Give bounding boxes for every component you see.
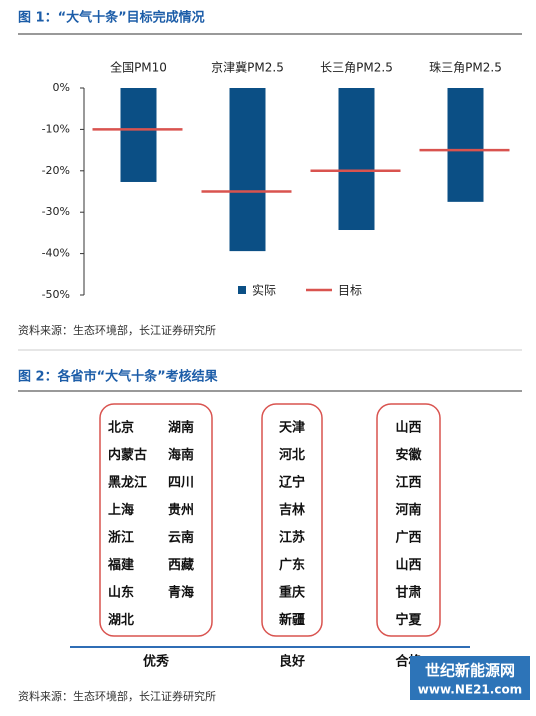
province: 贵州	[168, 502, 194, 518]
category-label: 珠三角PM2.5	[429, 61, 502, 75]
group-label: 优秀	[143, 654, 170, 670]
legend-swatch	[238, 286, 246, 294]
y-tick-label: -40%	[42, 247, 70, 260]
province: 江苏	[279, 530, 305, 546]
bar	[120, 88, 157, 182]
province: 河南	[395, 502, 421, 518]
category-label: 全国PM10	[110, 60, 167, 75]
group-box	[99, 403, 213, 637]
group-box	[261, 403, 323, 637]
province: 广西	[395, 530, 421, 546]
watermark-box	[410, 656, 530, 700]
province: 青海	[168, 585, 194, 601]
province: 西藏	[168, 557, 194, 573]
category-label: 长三角PM2.5	[320, 61, 393, 75]
group-label: 良好	[279, 654, 305, 670]
province: 内蒙古	[108, 447, 147, 463]
province: 辽宁	[279, 475, 305, 491]
province: 广东	[279, 557, 305, 573]
figure-title: 图 2：各省市“大气十条”考核结果	[18, 369, 218, 385]
bar	[338, 88, 375, 231]
province: 湖北	[108, 613, 134, 628]
province: 福建	[107, 557, 134, 573]
y-tick-label: -50%	[42, 288, 70, 301]
bar	[447, 88, 484, 202]
legend-label: 目标	[338, 284, 362, 298]
province: 山西	[395, 420, 421, 436]
y-tick-label: 0%	[53, 81, 70, 94]
province: 北京	[108, 420, 134, 436]
province: 新疆	[279, 612, 305, 628]
province: 湖南	[168, 420, 194, 436]
province: 上海	[108, 502, 134, 518]
y-tick-label: -30%	[42, 205, 70, 218]
province: 海南	[168, 447, 194, 463]
province: 吉林	[279, 502, 305, 518]
category-label: 京津冀PM2.5	[211, 61, 284, 75]
y-tick-label: -10%	[42, 122, 70, 135]
province: 山西	[395, 557, 421, 573]
province: 四川	[168, 476, 194, 491]
province: 山东	[108, 585, 134, 601]
province: 浙江	[108, 530, 134, 546]
legend-label: 实际	[252, 283, 276, 298]
province: 宁夏	[395, 612, 422, 628]
source: 资料来源：生态环境部，长江证券研究所	[18, 689, 216, 703]
province: 河北	[279, 447, 305, 463]
province: 甘肃	[395, 585, 421, 601]
province: 天津	[279, 420, 305, 436]
figure-title: 图 1：“大气十条”目标完成情况	[18, 10, 205, 26]
province: 江西	[395, 475, 421, 491]
province: 黑龙江	[108, 475, 147, 491]
y-tick-label: -20%	[42, 164, 70, 177]
watermark-url: www.NE21.com	[418, 683, 522, 697]
group-box	[376, 403, 441, 637]
province: 重庆	[279, 585, 305, 601]
watermark: 世纪新能源网	[425, 662, 515, 680]
bar	[229, 88, 266, 252]
source: 资料来源：生态环境部，长江证券研究所	[18, 323, 216, 337]
province: 安徽	[395, 447, 422, 463]
province: 云南	[168, 530, 194, 546]
